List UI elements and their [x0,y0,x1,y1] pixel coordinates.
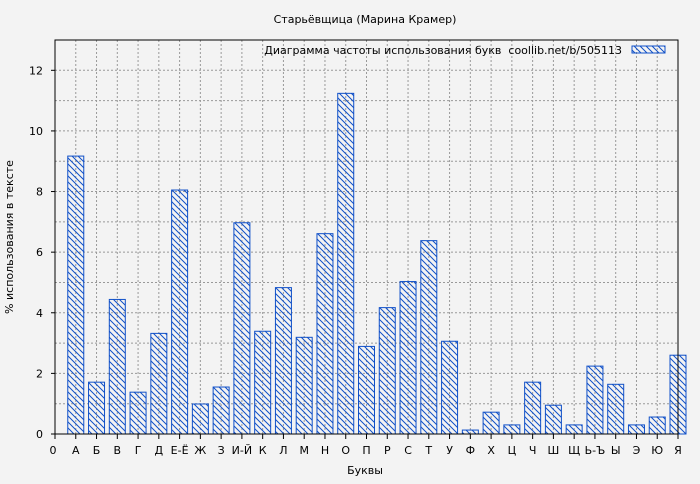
y-tick-label: 10 [29,125,43,138]
bar-С [399,281,417,435]
bar-Ь-Ъ [586,365,604,435]
legend-label: Диаграмма частоты использования букв coo… [264,44,622,57]
x-tick-label: Ж [194,444,206,457]
bar-У [441,340,459,435]
x-axis: 0 А Б В Г Д Е-Ё Ж З И-Й К Л М Н О П Р С Т У Ф Х Ц Ч Ш Щ Ь-Ъ Ы Э Ю Я [50,434,682,457]
x-tick-label: И-Й [232,444,252,457]
bar-З [212,386,230,435]
bar-Ц [503,424,521,435]
x-tick-label: Э [633,444,641,457]
bar-И-Й [233,222,251,435]
x-tick-label: Ч [529,444,537,457]
x-tick-label: Л [279,444,287,457]
bar-В [108,298,126,435]
y-tick-label: 12 [29,64,43,77]
x-tick-label: О [341,444,350,457]
x-tick-label: К [259,444,267,457]
bar-О [337,92,355,435]
x-tick-label: Г [135,444,142,457]
x-tick-label: Х [487,444,495,457]
bar-Н [316,233,334,435]
x-tick-label: Р [384,444,391,457]
x-tick-label: З [218,444,225,457]
bar-Р [378,307,396,435]
chart-title: Старьёвщица (Марина Крамер) [274,13,457,26]
bar-М [295,336,313,435]
bar-Э [627,424,645,435]
x-tick-label: Ш [548,444,560,457]
bar-Е-Ё [171,189,189,435]
bar-П [358,345,375,435]
bar-А [67,155,85,435]
x-tick-label: Я [674,444,682,457]
x-tick-label: Ь-Ъ [585,444,606,457]
x-tick-label: Н [321,444,329,457]
x-tick-label: П [362,444,370,457]
y-axis: 0 2 4 6 8 10 12 [29,64,55,441]
x-tick-label: Д [155,444,164,457]
x-tick-label: 0 [50,444,57,457]
bar-Ы [607,383,625,435]
x-tick-label: Е-Ё [171,444,189,457]
x-tick-label: Ы [611,444,621,457]
y-axis-label: % использования в тексте [3,160,16,314]
x-tick-label: Т [424,444,432,457]
x-tick-label: А [72,444,80,457]
bars [67,92,687,435]
x-axis-label: Буквы [347,464,383,477]
bar-Щ [565,424,583,435]
legend-swatch [631,45,666,54]
x-tick-label: У [446,444,453,457]
x-tick-label: В [114,444,122,457]
bar-Х [482,411,500,435]
x-tick-label: Ц [508,444,517,457]
bar-Ю [648,416,666,435]
bar-Ж [191,403,209,435]
x-tick-label: Б [93,444,101,457]
bar-К [254,330,272,435]
bar-Г [129,391,147,435]
y-tick-label: 4 [36,307,43,320]
bar-Ш [544,404,562,435]
bar-Ф [461,429,479,435]
bar-Л [274,287,292,435]
bar-Ч [524,381,542,435]
x-tick-label: С [404,444,412,457]
bar-Б [88,381,106,435]
bar-Т [420,240,438,435]
y-tick-label: 0 [36,428,43,441]
bar-Д [150,332,168,435]
x-tick-label: М [299,444,309,457]
x-tick-label: Щ [568,444,580,457]
x-tick-label: Ф [466,444,475,457]
y-tick-label: 8 [36,186,43,199]
y-tick-label: 2 [36,367,43,380]
y-tick-label: 6 [36,246,43,259]
x-tick-label: Ю [651,444,663,457]
legend: Диаграмма частоты использования букв coo… [264,44,666,57]
